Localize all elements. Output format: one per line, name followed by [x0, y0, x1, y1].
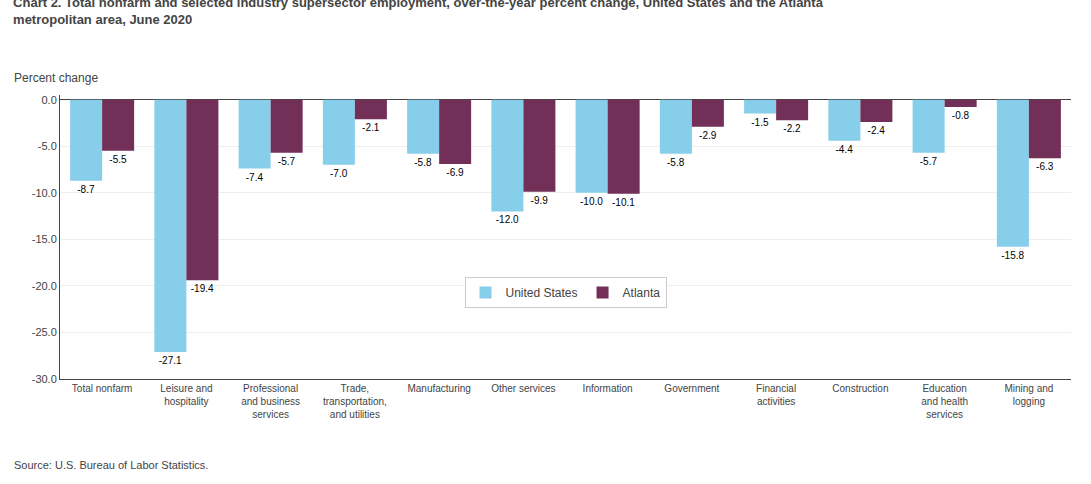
svg-text:0.0: 0.0 — [42, 94, 57, 106]
svg-text:-8.7: -8.7 — [77, 184, 95, 195]
svg-text:-30.0: -30.0 — [32, 373, 57, 385]
svg-text:Atlanta: Atlanta — [623, 286, 661, 300]
svg-text:-5.5: -5.5 — [109, 154, 127, 165]
svg-text:Construction: Construction — [832, 383, 888, 394]
svg-text:-19.4: -19.4 — [191, 283, 214, 294]
svg-text:-1.5: -1.5 — [751, 117, 769, 128]
svg-text:-2.2: -2.2 — [783, 123, 801, 134]
svg-text:-5.8: -5.8 — [667, 157, 685, 168]
svg-text:Chart 2. Total nonfarm and sel: Chart 2. Total nonfarm and selected indu… — [13, 0, 824, 27]
svg-text:Leisure andhospitality: Leisure andhospitality — [160, 383, 212, 407]
svg-text:Total nonfarm: Total nonfarm — [72, 383, 133, 394]
svg-text:-7.4: -7.4 — [246, 172, 264, 183]
svg-text:-12.0: -12.0 — [496, 214, 519, 225]
svg-text:-5.7: -5.7 — [278, 156, 296, 167]
svg-text:-5.8: -5.8 — [414, 157, 432, 168]
svg-text:-9.9: -9.9 — [531, 195, 549, 206]
svg-text:United States: United States — [506, 286, 578, 300]
svg-text:Other services: Other services — [491, 383, 555, 394]
svg-text:-10.0: -10.0 — [32, 187, 57, 199]
svg-text:Mining andlogging: Mining andlogging — [1004, 383, 1053, 407]
svg-text:Government: Government — [664, 383, 719, 394]
svg-text:-2.4: -2.4 — [868, 125, 886, 136]
svg-text:-10.1: -10.1 — [612, 197, 635, 208]
svg-text:-10.0: -10.0 — [580, 196, 603, 207]
svg-text:-4.4: -4.4 — [836, 144, 854, 155]
svg-text:Professionaland businessservic: Professionaland businessservices — [241, 383, 300, 420]
svg-text:Source: U.S. Bureau of Labor S: Source: U.S. Bureau of Labor Statistics. — [14, 459, 208, 471]
svg-text:Manufacturing: Manufacturing — [407, 383, 470, 394]
svg-text:-15.8: -15.8 — [1001, 250, 1024, 261]
svg-text:-5.7: -5.7 — [920, 156, 938, 167]
svg-text:-5.0: -5.0 — [38, 140, 57, 152]
svg-text:-15.0: -15.0 — [32, 233, 57, 245]
svg-text:-27.1: -27.1 — [159, 355, 182, 366]
svg-text:Information: Information — [583, 383, 633, 394]
svg-text:Trade,transportation,and utili: Trade,transportation,and utilities — [323, 383, 387, 420]
svg-text:-6.9: -6.9 — [446, 167, 464, 178]
svg-text:-2.9: -2.9 — [699, 130, 717, 141]
svg-text:Financialactivities: Financialactivities — [756, 383, 796, 407]
svg-text:Educationand healthservices: Educationand healthservices — [921, 383, 968, 420]
svg-text:-7.0: -7.0 — [330, 168, 348, 179]
svg-text:-6.3: -6.3 — [1036, 161, 1054, 172]
svg-text:Percent change: Percent change — [14, 71, 98, 85]
svg-text:-2.1: -2.1 — [362, 122, 380, 133]
svg-text:-0.8: -0.8 — [952, 110, 970, 121]
svg-text:-20.0: -20.0 — [32, 280, 57, 292]
svg-text:-25.0: -25.0 — [32, 326, 57, 338]
